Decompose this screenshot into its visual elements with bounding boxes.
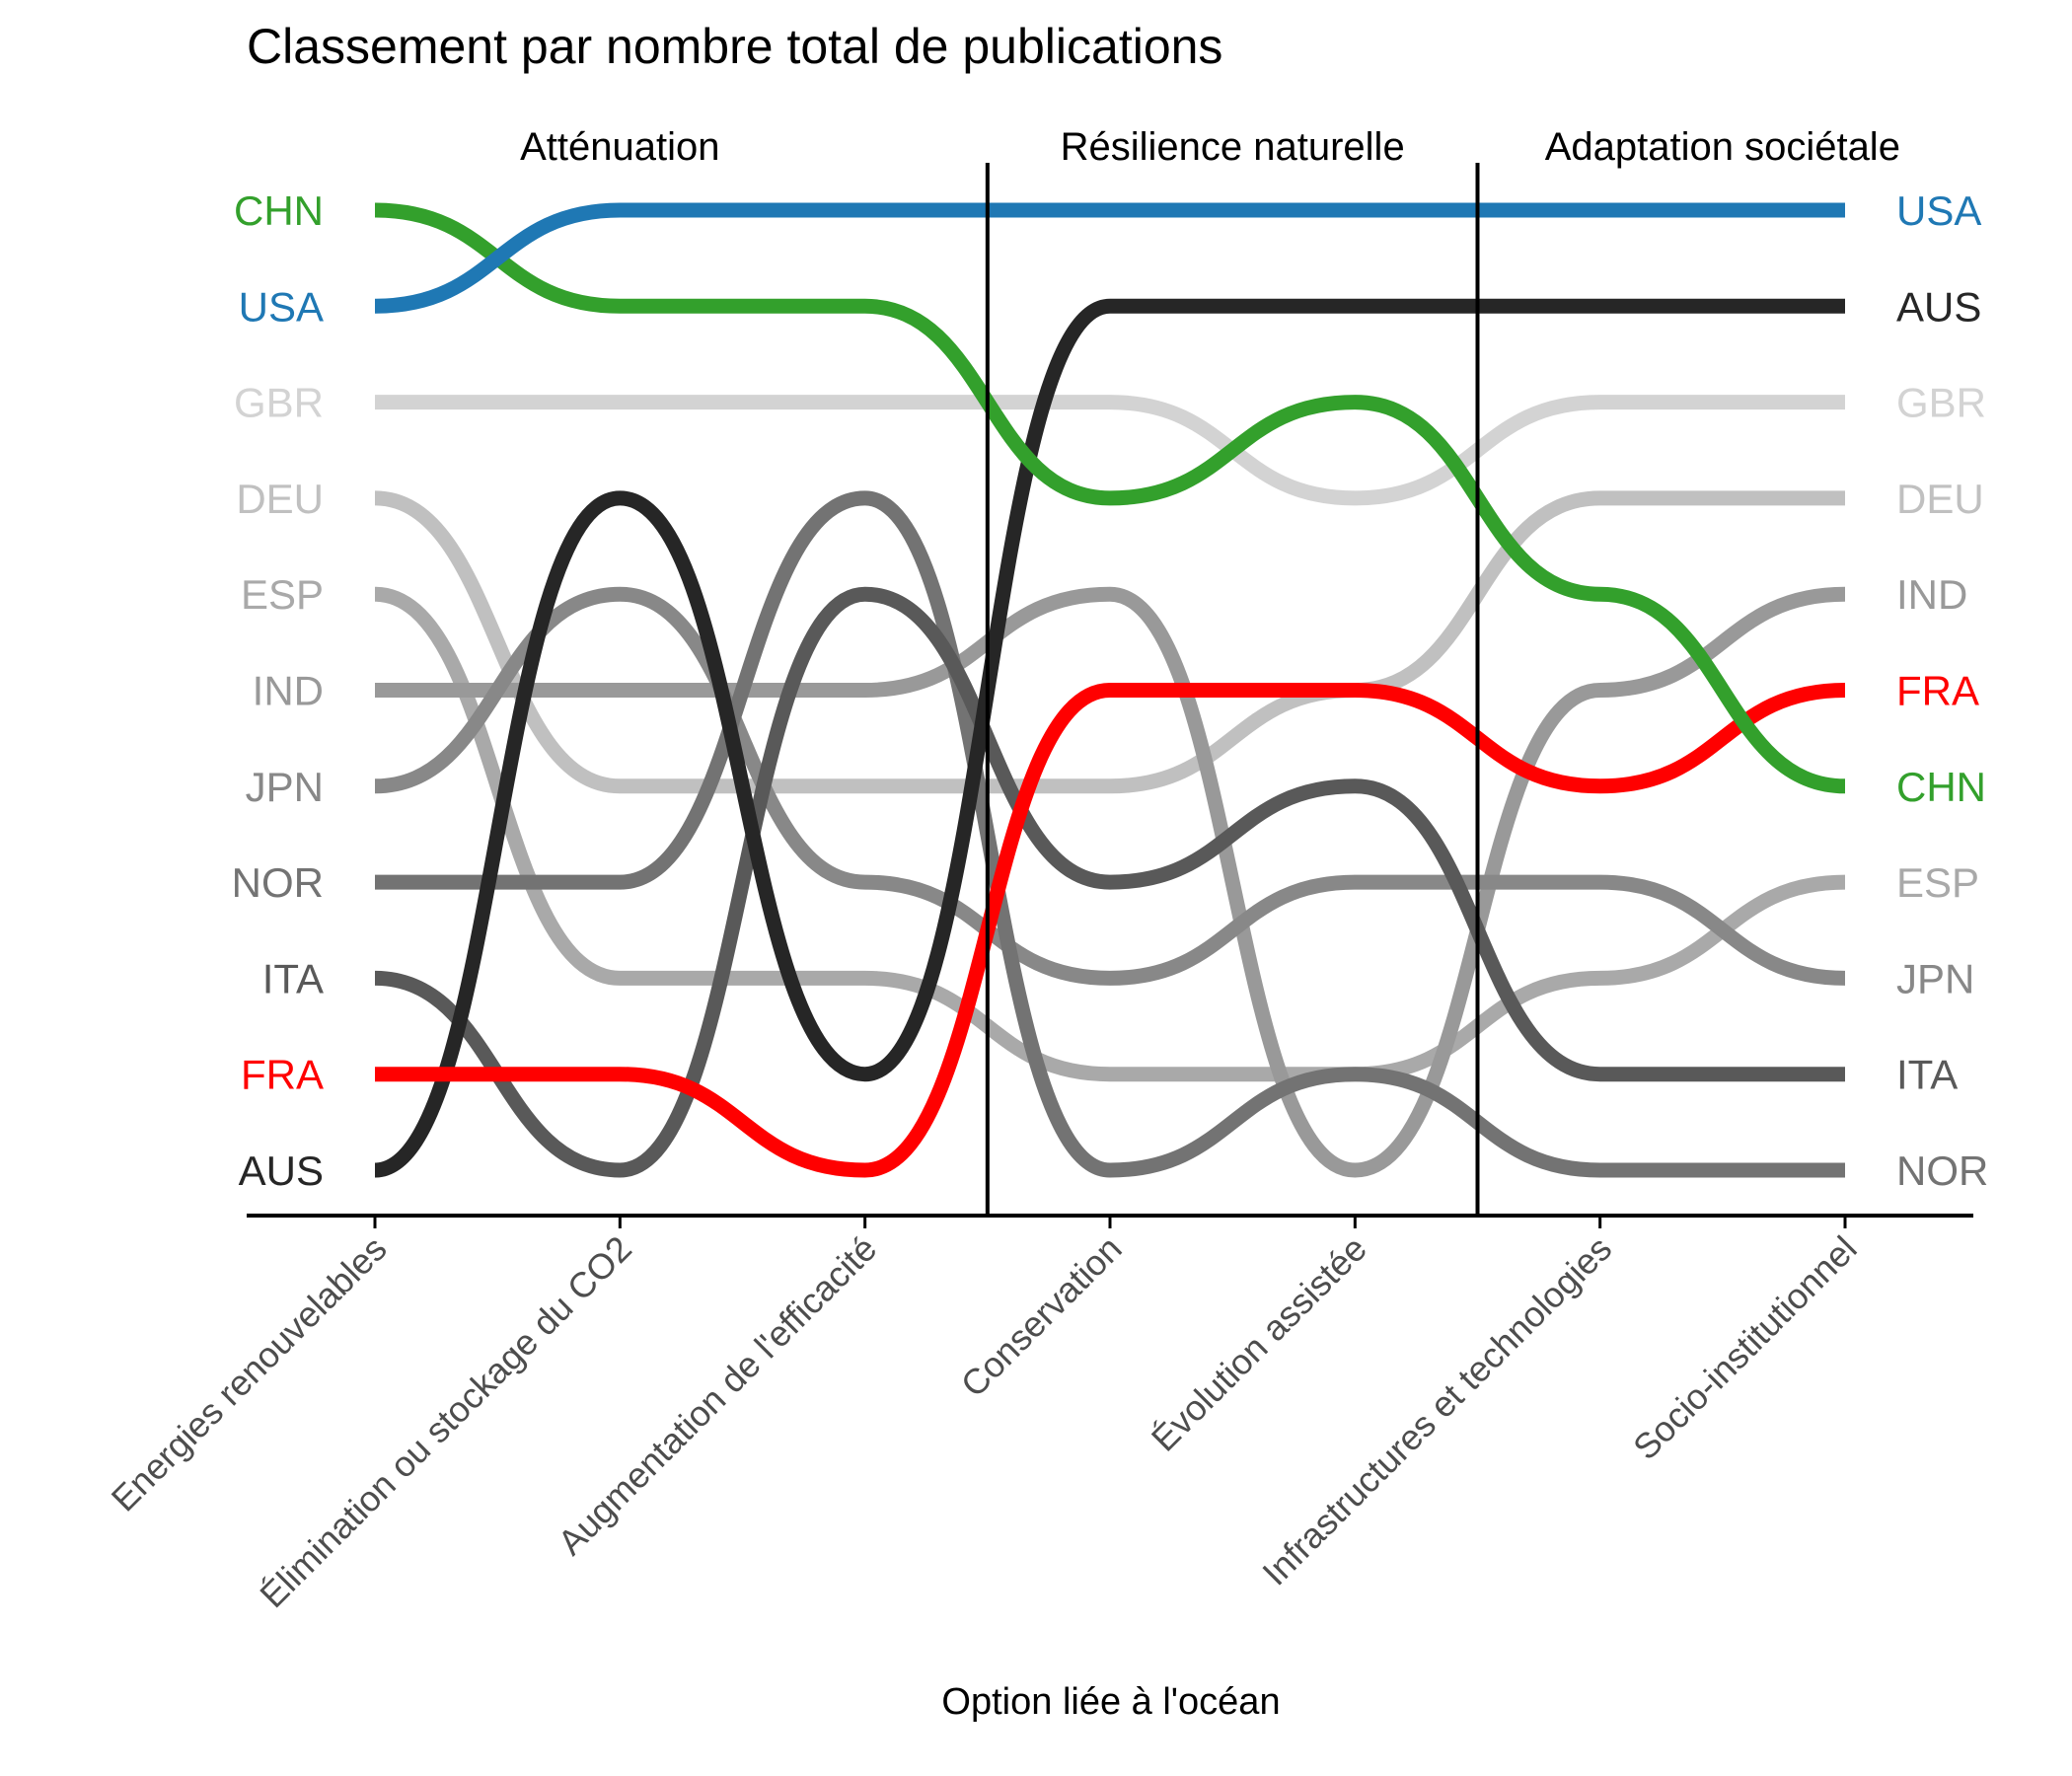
left-label-ind: IND xyxy=(253,668,324,714)
group-dividers xyxy=(985,163,1480,1216)
left-label-chn: CHN xyxy=(234,187,324,234)
series-line-esp xyxy=(374,586,1846,1082)
series-line-deu xyxy=(374,490,1845,794)
left-label-deu: DEU xyxy=(236,476,324,522)
series-line-jpn xyxy=(374,586,1846,986)
series-line-fra xyxy=(375,683,1846,1178)
left-label-esp: ESP xyxy=(241,571,324,618)
left-label-aus: AUS xyxy=(239,1147,324,1194)
right-rank-labels: USA AUS GBR DEU IND FRA CHN ESP JPN ITA NOR xyxy=(1896,187,1988,1194)
x-axis-title: Option liée à l'océan xyxy=(941,1681,1280,1723)
right-label-chn: CHN xyxy=(1896,764,1986,810)
right-label-esp: ESP xyxy=(1896,859,1979,906)
right-label-ita: ITA xyxy=(1896,1052,1958,1098)
series-line-gbr xyxy=(375,395,1845,506)
right-label-aus: AUS xyxy=(1896,283,1981,330)
series-line-nor xyxy=(375,490,1845,1178)
left-label-nor: NOR xyxy=(232,859,324,906)
left-label-fra: FRA xyxy=(241,1052,324,1098)
group-label: Résilience naturelle xyxy=(1061,125,1405,169)
group-label: Atténuation xyxy=(520,125,719,169)
right-label-gbr: GBR xyxy=(1896,380,1986,426)
x-tick-label: Socio-institutionnel xyxy=(1625,1228,1865,1468)
series-lines xyxy=(374,202,1846,1178)
right-label-usa: USA xyxy=(1896,187,1981,234)
right-label-jpn: JPN xyxy=(1896,955,1974,1001)
group-labels: Atténuation Résilience naturelle Adaptatio… xyxy=(520,125,1900,169)
left-label-usa: USA xyxy=(239,283,324,330)
left-label-jpn: JPN xyxy=(246,764,324,810)
right-label-fra: FRA xyxy=(1896,668,1979,714)
right-label-ind: IND xyxy=(1896,571,1967,618)
series-line-ita xyxy=(374,586,1845,1178)
series-line-usa xyxy=(374,202,1845,314)
right-label-deu: DEU xyxy=(1896,476,1984,522)
left-label-gbr: GBR xyxy=(234,380,324,426)
right-label-nor: NOR xyxy=(1896,1147,1988,1194)
series-line-aus xyxy=(374,298,1845,1178)
left-label-ita: ITA xyxy=(262,955,324,1001)
group-label: Adaptation sociétale xyxy=(1545,125,1900,169)
x-tick-label: Energies renouvelables xyxy=(104,1228,395,1519)
chart-title: Classement par nombre total de publicati… xyxy=(247,19,1222,74)
x-tick-label: Évolution assistée xyxy=(1144,1228,1374,1459)
left-rank-labels: CHN USA GBR DEU ESP IND JPN NOR ITA FRA AUS xyxy=(232,187,324,1194)
series-line-ind xyxy=(375,586,1846,1178)
series-line-chn xyxy=(374,202,1846,794)
x-tick-label: Conservation xyxy=(953,1228,1130,1405)
